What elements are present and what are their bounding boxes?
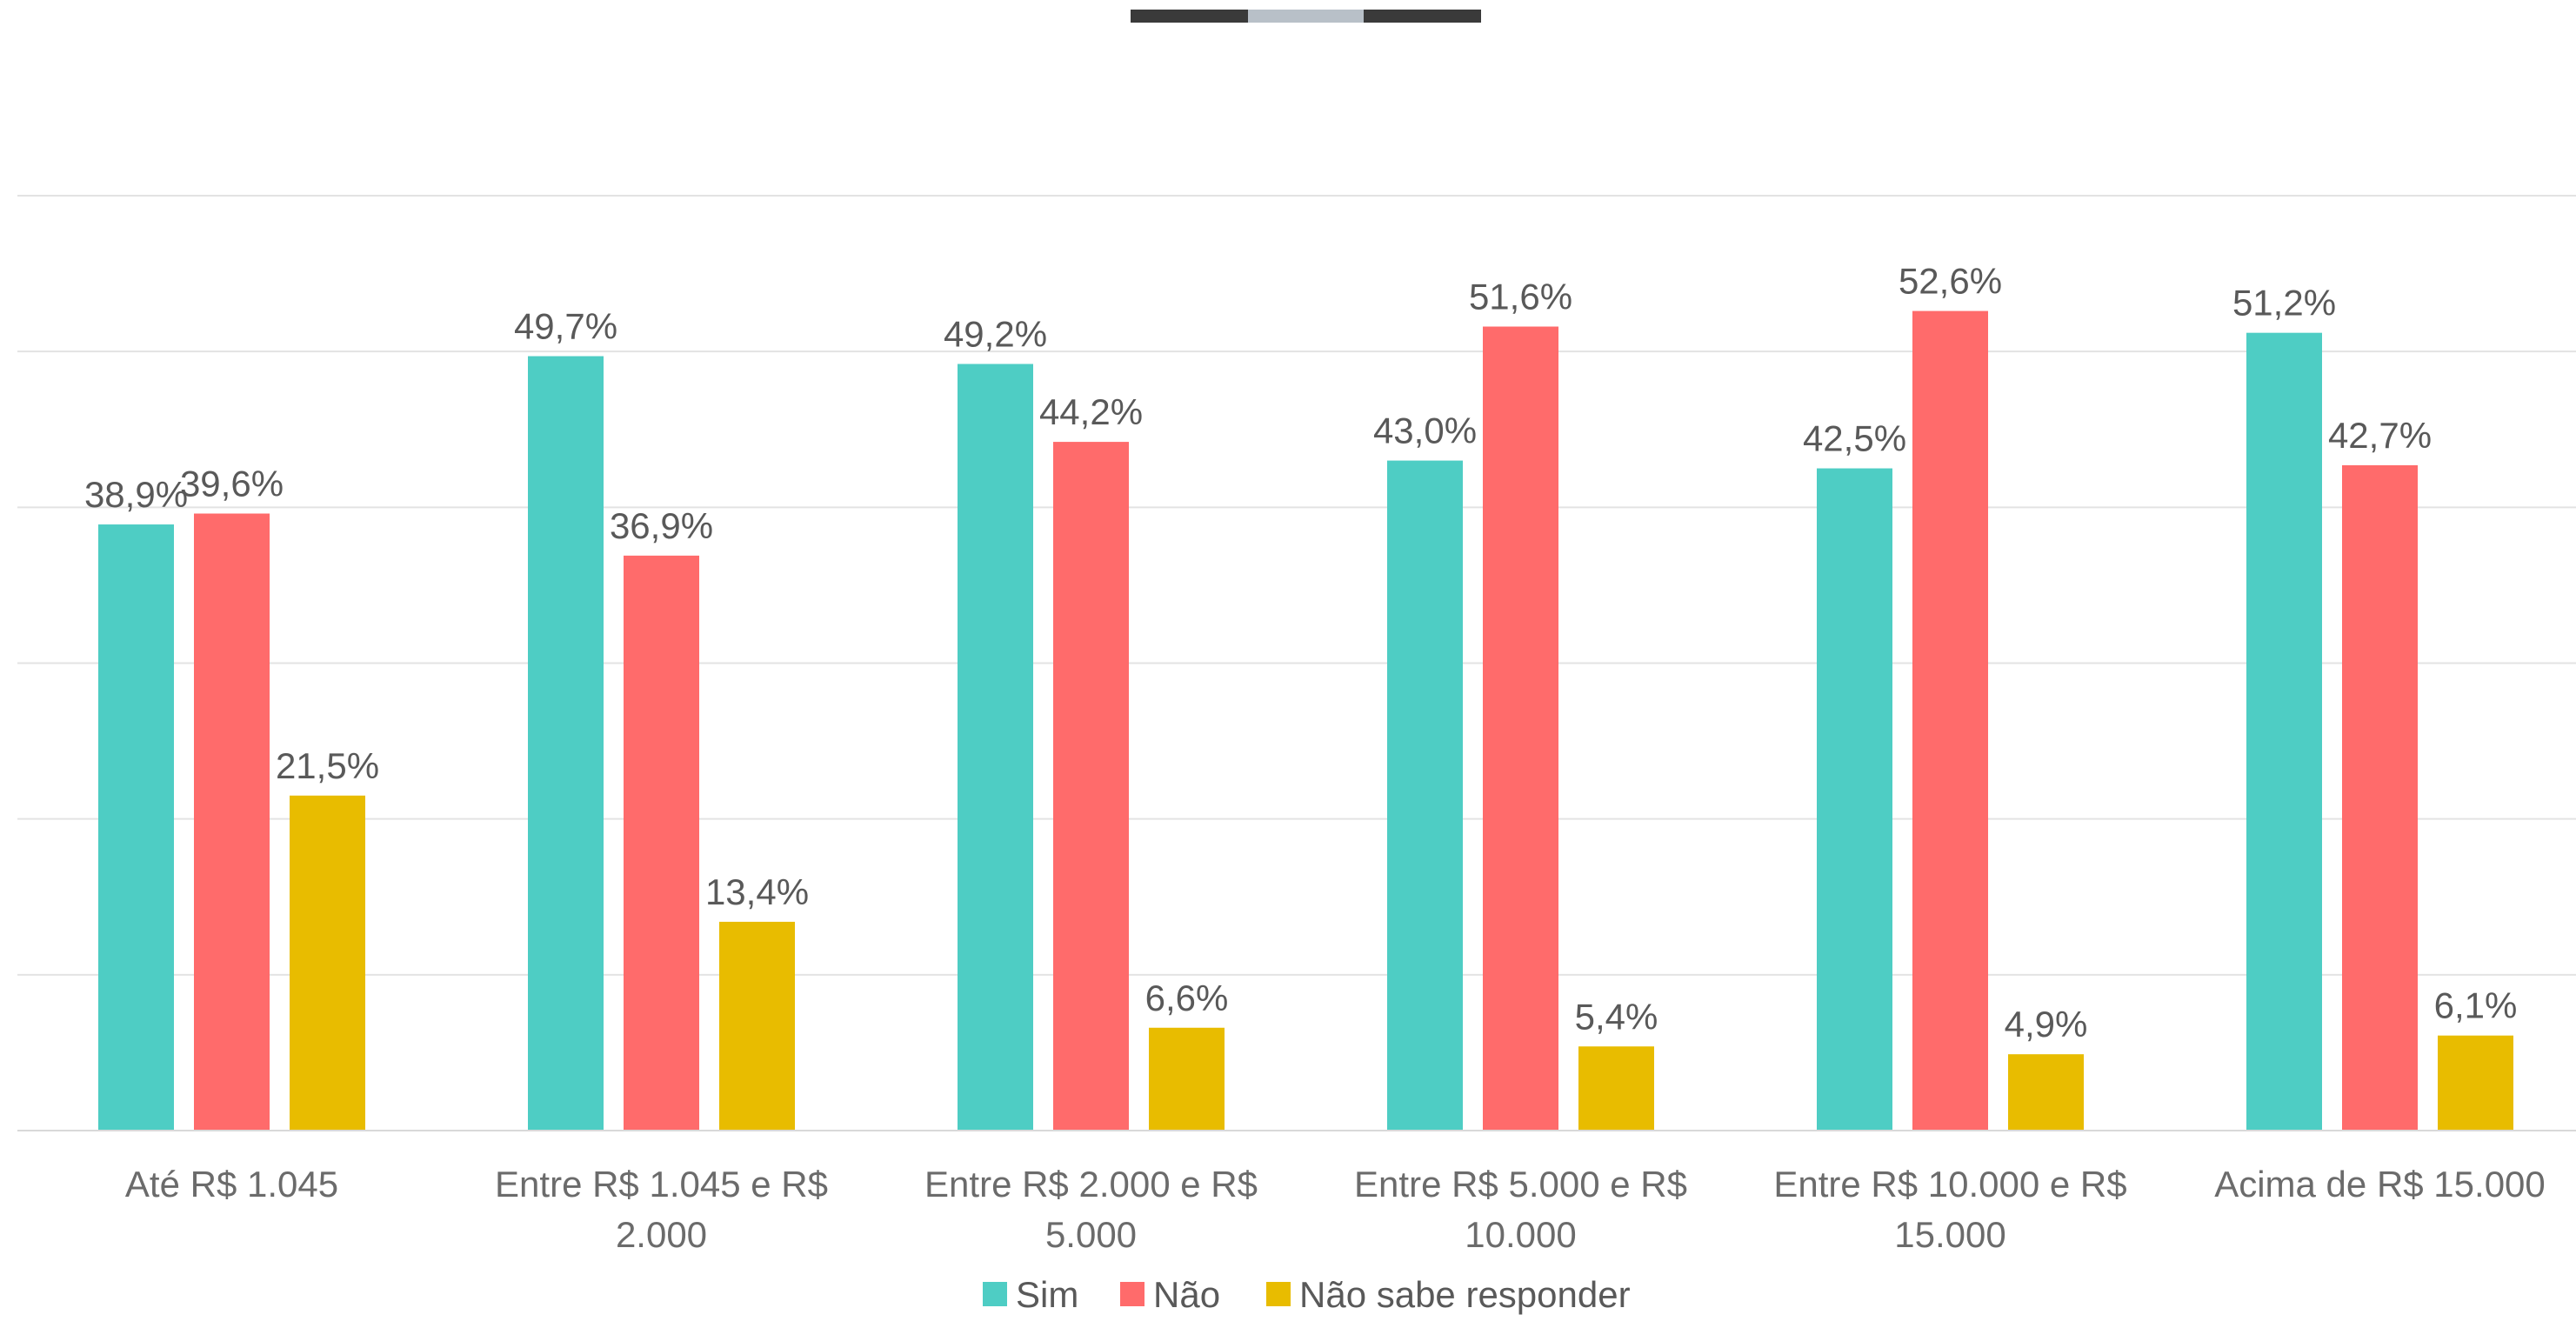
gridlines (17, 195, 2576, 976)
legend-swatch (983, 1282, 1007, 1306)
x-tick-label: Entre R$ 2.000 e R$ 5.000 (924, 1164, 1258, 1255)
x-tick-label: Entre R$ 5.000 e R$ 10.000 (1354, 1164, 1687, 1255)
data-label: 21,5% (276, 745, 379, 786)
data-label: 51,2% (2232, 283, 2336, 324)
bar-n-o-sabe-responder-5 (2008, 1054, 2084, 1131)
x-tick-label-line: 5.000 (1045, 1214, 1137, 1255)
x-tick-label-line: Acima de R$ 15.000 (2214, 1164, 2546, 1205)
data-labels: 38,9%39,6% 21,5% 49,7% 36,9% 13,4% 49,2% 44,2%… (84, 261, 2517, 1045)
data-label: 51,6% (1469, 277, 1572, 317)
data-label: 42,5% (1803, 418, 1906, 459)
x-tick-label-line: Entre R$ 10.000 e R$ (1773, 1164, 2126, 1205)
data-label: 4,9% (2005, 1004, 2088, 1044)
bar-n-o-sabe-responder-6 (2438, 1035, 2513, 1131)
indicator-segment-1 (1131, 10, 1248, 23)
data-label: 5,4% (1575, 996, 1658, 1037)
x-tick-label: Entre R$ 1.045 e R$ 2.000 (495, 1164, 828, 1255)
data-label: 49,7% (514, 306, 617, 347)
legend-label: Sim (1016, 1274, 1078, 1315)
bars (98, 310, 2513, 1131)
x-tick-label-line: Até R$ 1.045 (125, 1164, 338, 1205)
x-tick-label: Até R$ 1.045 (125, 1164, 338, 1205)
indicator-segment-2 (1248, 10, 1364, 23)
data-label: 49,2% (944, 314, 1047, 355)
bar-sim-2 (528, 356, 604, 1131)
bar-sim-6 (2246, 332, 2322, 1131)
bar-sim-5 (1817, 468, 1892, 1131)
data-label: 42,7% (2328, 415, 2432, 456)
data-label: 6,1% (2434, 985, 2518, 1026)
data-label: 13,4% (705, 871, 809, 912)
x-tick-label-line: Entre R$ 2.000 e R$ (924, 1164, 1258, 1205)
bar-sim-3 (958, 364, 1033, 1131)
data-label: 43,0% (1373, 410, 1477, 451)
bar-n-o-5 (1912, 310, 1988, 1131)
data-label: 52,6% (1899, 261, 2002, 302)
data-label: 38,9% (84, 474, 188, 515)
legend-label: Não sabe responder (1299, 1274, 1631, 1315)
data-label: 6,6% (1145, 978, 1229, 1018)
bar-sim-1 (98, 524, 174, 1131)
x-tick-label-line: 15.000 (1894, 1214, 2005, 1255)
legend-swatch (1120, 1282, 1145, 1306)
legend: Sim Não Não sabe responder (983, 1274, 1631, 1315)
page-indicator (1131, 10, 1481, 23)
data-label: 39,6% (180, 464, 284, 504)
bar-n-o-1 (194, 513, 270, 1131)
bar-n-o-sabe-responder-3 (1149, 1027, 1225, 1131)
legend-label: Não (1153, 1274, 1220, 1315)
bar-n-o-2 (624, 555, 699, 1131)
legend-swatch (1266, 1282, 1291, 1306)
x-tick-label: Acima de R$ 15.000 (2214, 1164, 2546, 1205)
bar-n-o-3 (1053, 442, 1129, 1131)
bar-n-o-4 (1483, 326, 1558, 1131)
indicator-segment-3 (1364, 10, 1481, 23)
x-tick-label-line: 2.000 (616, 1214, 707, 1255)
data-label: 36,9% (610, 505, 713, 546)
data-label: 44,2% (1039, 391, 1143, 432)
bar-n-o-sabe-responder-4 (1578, 1046, 1654, 1131)
bar-sim-4 (1387, 460, 1463, 1131)
bar-n-o-6 (2342, 464, 2418, 1131)
x-axis: Até R$ 1.045 Entre R$ 1.045 e R$ 2.000Entr… (17, 1130, 2576, 1255)
bar-n-o-sabe-responder-1 (290, 795, 365, 1131)
bar-n-o-sabe-responder-2 (719, 921, 795, 1131)
x-tick-label-line: 10.000 (1465, 1214, 1576, 1255)
x-tick-label-line: Entre R$ 1.045 e R$ (495, 1164, 828, 1205)
x-tick-label-line: Entre R$ 5.000 e R$ (1354, 1164, 1687, 1205)
x-tick-label: Entre R$ 10.000 e R$ 15.000 (1773, 1164, 2126, 1255)
